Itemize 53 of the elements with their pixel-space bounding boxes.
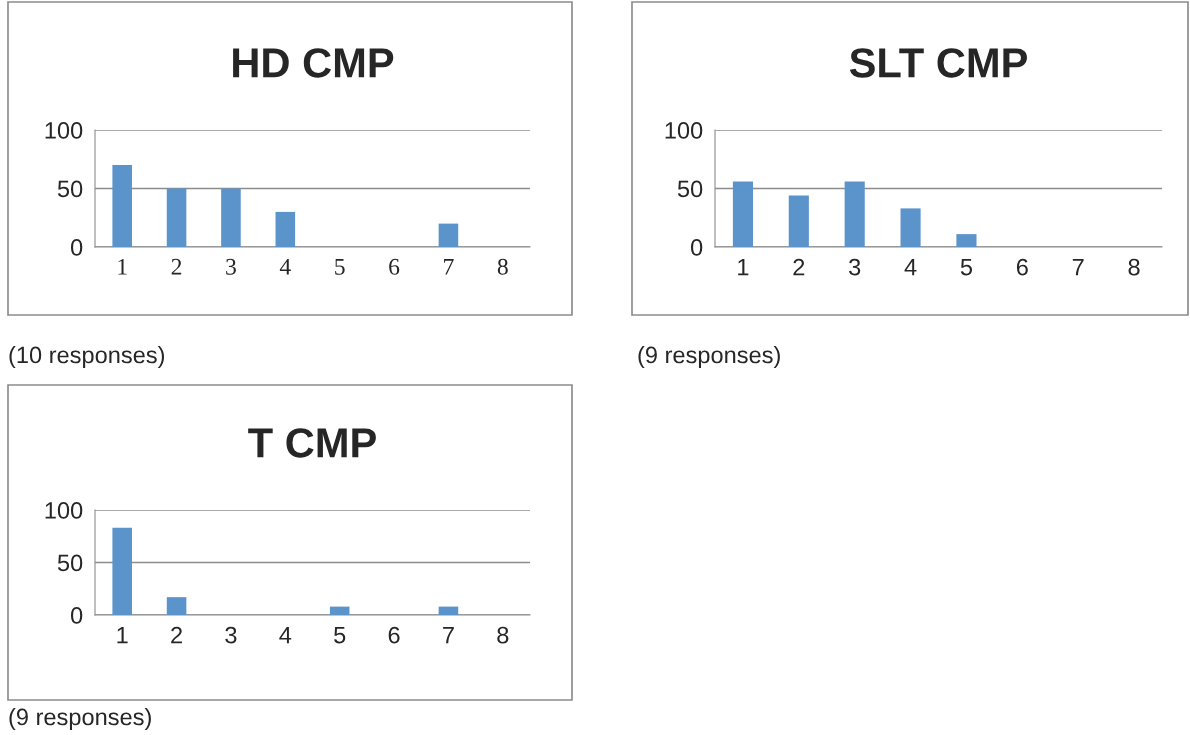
x-tick-label: 6 (1016, 258, 1028, 276)
y-tick-label: 0 (690, 239, 703, 256)
bar (166, 188, 187, 247)
x-tick-label: 5 (960, 258, 973, 276)
x-tick-label: 8 (497, 626, 509, 644)
x-tick-label: 7 (443, 626, 454, 644)
y-tick-label: 0 (70, 239, 83, 256)
bar (788, 195, 809, 247)
bar (900, 208, 921, 247)
x-tick-label: 1 (118, 258, 127, 275)
text: (10 responses) (9, 345, 165, 368)
x-tick-label: 2 (793, 258, 805, 276)
y-tick-label: 100 (45, 502, 83, 519)
bar (112, 527, 132, 615)
x-tick-label: 3 (226, 258, 236, 275)
text: (9 responses) (638, 345, 780, 368)
chart-title: SLT CMP (849, 48, 1027, 78)
x-tick-label: 3 (225, 626, 237, 644)
bar (275, 211, 296, 247)
y-tick-label: 100 (665, 122, 703, 139)
x-tick-label: 1 (117, 626, 128, 644)
x-tick-label: 5 (335, 259, 345, 275)
y-tick-label: 50 (57, 554, 83, 572)
chart-title: HD CMP (233, 48, 394, 78)
bar (956, 234, 977, 247)
y-tick-label: 50 (677, 180, 703, 198)
x-tick-label: 4 (279, 626, 292, 644)
y-tick-label: 0 (70, 607, 83, 624)
bar (112, 165, 132, 247)
x-tick-label: 6 (388, 626, 400, 644)
text: (9 responses) (9, 707, 151, 731)
x-tick-label: 4 (904, 258, 917, 276)
x-tick-label: 8 (1128, 258, 1140, 276)
x-tick-label: 2 (171, 258, 182, 275)
x-tick-label: 6 (389, 258, 400, 275)
chart-title: T CMP (248, 428, 376, 458)
x-tick-label: 1 (738, 258, 749, 276)
y-tick-label: 50 (57, 180, 83, 198)
bar (844, 181, 865, 247)
x-tick-label: 7 (1072, 258, 1084, 276)
x-tick-label: 5 (334, 626, 346, 644)
x-tick-label: 3 (849, 258, 861, 276)
bar (166, 597, 187, 615)
bar (438, 223, 459, 247)
bar (438, 606, 459, 615)
bar (329, 606, 350, 615)
x-tick-label: 4 (279, 258, 291, 275)
x-tick-label: 2 (171, 626, 182, 644)
bar (732, 181, 753, 247)
x-tick-label: 7 (444, 259, 454, 275)
bar (221, 188, 241, 247)
x-tick-label: 8 (497, 258, 508, 275)
y-tick-label: 100 (45, 122, 83, 139)
